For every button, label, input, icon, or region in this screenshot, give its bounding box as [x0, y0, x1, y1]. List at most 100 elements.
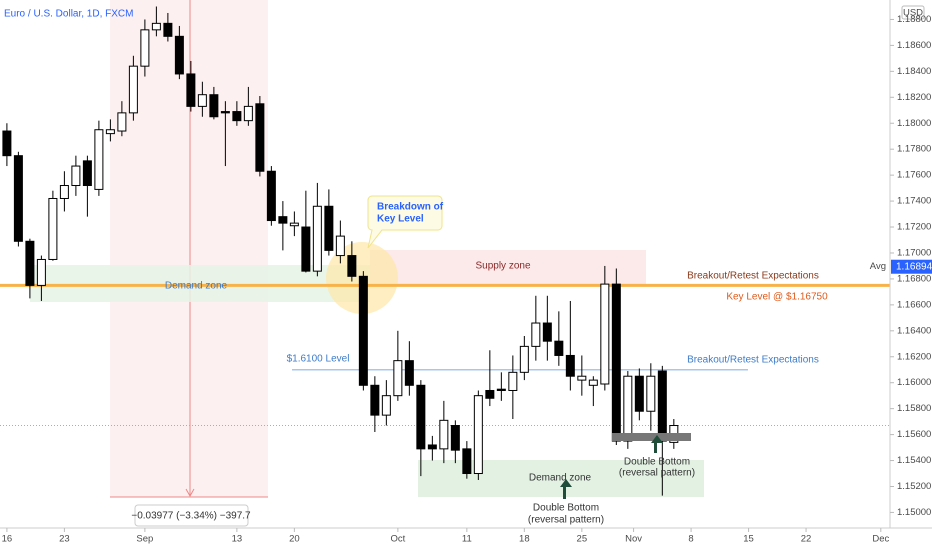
- candle-body: [565, 354, 575, 377]
- candle-body: [324, 205, 334, 251]
- candle-body: [186, 73, 196, 107]
- annotation: Key Level @ $1.16750: [726, 292, 828, 303]
- candle-body: [25, 240, 35, 286]
- candle-body: [623, 375, 633, 442]
- y-tick-label: 1.15000: [897, 507, 931, 518]
- candle-body: [577, 375, 587, 381]
- candle-body: [94, 129, 104, 190]
- candle-body: [82, 160, 92, 187]
- y-tick-label: 1.16800: [897, 273, 931, 284]
- candle-body: [289, 222, 299, 227]
- candle-body: [450, 425, 460, 451]
- annotation: Breakout/Retest Expectations: [687, 355, 819, 366]
- x-tick-label: 18: [519, 534, 530, 545]
- candle-body: [243, 105, 253, 122]
- candle-body: [312, 205, 322, 272]
- candle-body: [485, 389, 495, 399]
- candle-body: [163, 22, 173, 37]
- supply-zone-label: Supply zone: [475, 261, 530, 272]
- candle-body: [646, 375, 656, 412]
- y-tick-label: 1.16400: [897, 325, 931, 336]
- candle-body: [393, 360, 403, 397]
- x-tick-label: Dec: [872, 534, 889, 545]
- candle-body: [151, 22, 161, 31]
- candle-body: [36, 258, 46, 286]
- candle-body: [59, 185, 69, 199]
- measure-box: [134, 504, 249, 527]
- candle-body: [48, 197, 58, 260]
- candle-body: [634, 375, 644, 412]
- candle-body: [462, 448, 472, 475]
- y-tick-label: 1.18200: [897, 92, 931, 103]
- candle-body: [71, 165, 81, 187]
- candle-body: [128, 65, 138, 114]
- y-tick-label: 1.17400: [897, 196, 931, 207]
- candle-body: [542, 322, 552, 342]
- annotation: (reversal pattern): [619, 468, 695, 479]
- currency: USD: [903, 8, 923, 19]
- y-tick-label: 1.17200: [897, 222, 931, 233]
- candle-body: [416, 384, 426, 450]
- demand-zone-label: Demand zone: [529, 473, 592, 484]
- candle-body: [255, 103, 265, 172]
- avg-label: Avg: [870, 261, 886, 272]
- candle-body: [197, 94, 207, 107]
- candle-body: [347, 255, 357, 277]
- callout-text: Key Level: [377, 214, 424, 225]
- arrow-up: [651, 435, 663, 453]
- callout-box: [367, 195, 443, 249]
- x-tick-label: 15: [743, 534, 754, 545]
- double-bottom-bar: [612, 433, 691, 441]
- x-tick-label: 23: [59, 534, 70, 545]
- x-tick-label: 13: [232, 534, 243, 545]
- price-axis: [890, 0, 932, 550]
- candle-body: [2, 130, 12, 157]
- y-tick-label: 1.18000: [897, 118, 931, 129]
- annotation: Breakout/Retest Expectations: [687, 271, 819, 282]
- demand-zone-label: Demand zone: [165, 281, 228, 292]
- candle-body: [220, 111, 230, 114]
- candle-body: [554, 340, 564, 356]
- y-tick-label: 1.17600: [897, 170, 931, 181]
- y-tick-label: 1.15400: [897, 455, 931, 466]
- avg-box: [891, 259, 932, 274]
- candle-body: [439, 419, 449, 450]
- chart-title: Euro / U.S. Dollar, 1D, FXCM: [4, 9, 133, 20]
- measure-label: −0.03977 (−3.34%) −397.7: [131, 511, 251, 522]
- x-tick-label: 16: [2, 534, 13, 545]
- candle-body: [358, 275, 368, 386]
- y-tick-label: 1.15200: [897, 481, 931, 492]
- candle-body: [519, 345, 529, 373]
- y-tick-label: 1.16200: [897, 351, 931, 362]
- candle-body: [427, 444, 437, 450]
- candle-body: [508, 371, 518, 391]
- candle-body: [370, 384, 380, 416]
- candle-body: [266, 170, 276, 222]
- annotation: Double Bottom: [533, 503, 599, 514]
- x-tick-label: 22: [801, 534, 812, 545]
- candles: [2, 6, 679, 496]
- y-tick-label: 1.18400: [897, 66, 931, 77]
- y-tick-label: 1.18600: [897, 40, 931, 51]
- candle-body: [301, 226, 311, 272]
- candle-body: [611, 283, 621, 442]
- candle-body: [105, 129, 115, 135]
- candle-body: [140, 29, 150, 67]
- callout-text: Breakdown of: [377, 202, 444, 213]
- x-tick-label: 8: [688, 534, 693, 545]
- candle-body: [496, 388, 506, 391]
- candle-body: [531, 322, 541, 347]
- candle-body: [473, 395, 483, 475]
- measure-arrow-head: [185, 488, 195, 498]
- candle-body: [209, 94, 219, 118]
- annotation: $1.6100 Level: [287, 354, 350, 365]
- avg-value: 1.16894: [896, 261, 932, 272]
- x-tick-label: Oct: [390, 534, 405, 545]
- supply-zone: [370, 250, 646, 285]
- annotation: Double Bottom: [624, 457, 690, 468]
- candle-body: [404, 360, 414, 386]
- x-tick-label: 25: [577, 534, 588, 545]
- x-tick-label: Nov: [625, 534, 642, 545]
- candle-body: [232, 111, 242, 122]
